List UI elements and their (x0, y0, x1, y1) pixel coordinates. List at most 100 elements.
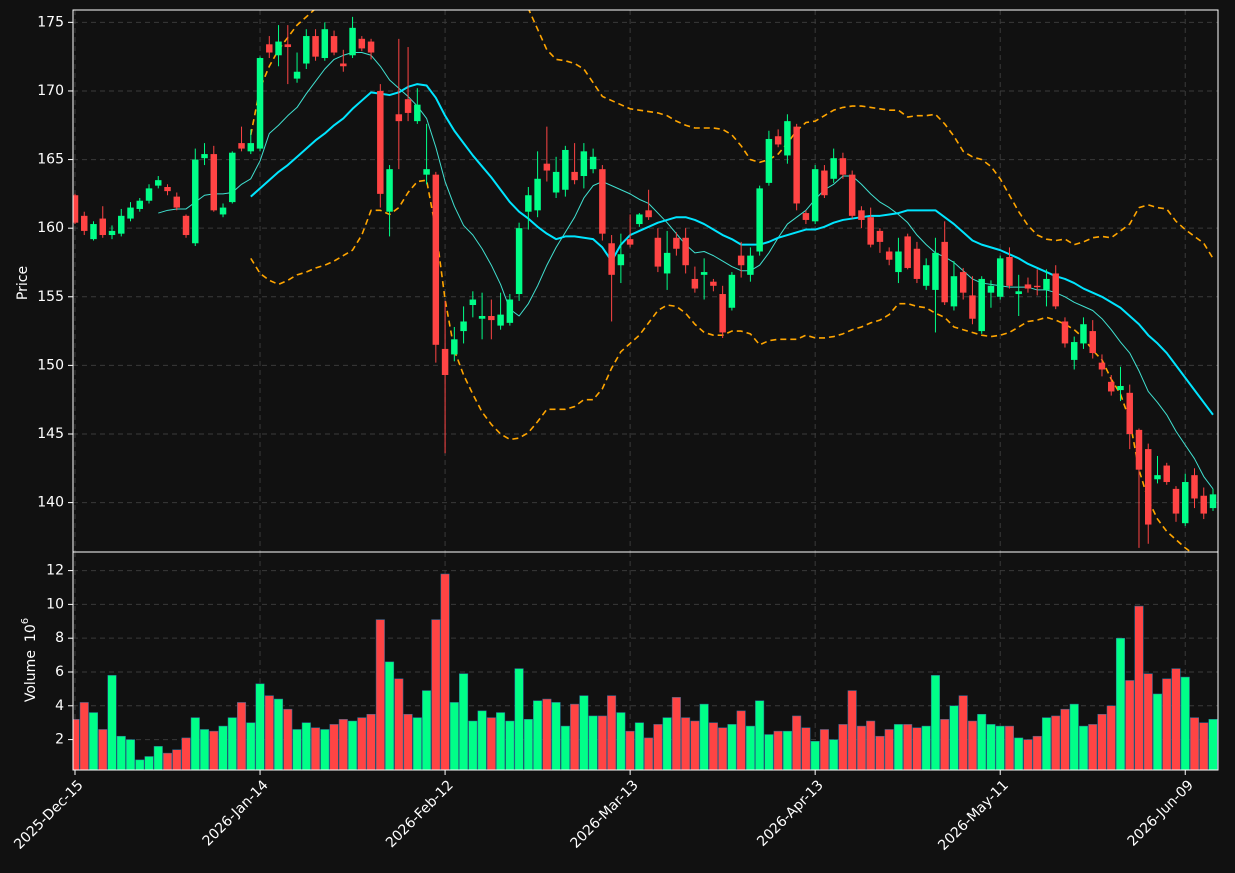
volume-bar (755, 700, 765, 770)
volume-bar (1041, 717, 1051, 770)
volume-bar (856, 725, 866, 770)
candle-body (996, 258, 1004, 297)
volume-bar (1023, 739, 1033, 770)
volume-bar (903, 724, 913, 770)
candle-body (682, 237, 689, 266)
volume-bar (921, 725, 931, 770)
volume-plot (73, 573, 1218, 770)
candle-body (821, 170, 828, 196)
candle-body (1182, 482, 1189, 524)
candle-body (284, 44, 292, 48)
volume-bar (505, 720, 515, 770)
volume-bar (1171, 668, 1181, 770)
candle-body (497, 314, 504, 326)
candle-body (386, 169, 393, 212)
candle-body (793, 126, 800, 204)
volume-bar (875, 735, 885, 770)
candle-body (478, 315, 486, 319)
candle-body (488, 315, 495, 321)
volume-bar (523, 719, 533, 770)
candle-body (839, 158, 847, 175)
candle-body (904, 236, 911, 268)
candle-body (534, 178, 541, 211)
volume-bar (949, 705, 959, 770)
volume-bar (1208, 719, 1218, 770)
volume-bar (301, 722, 311, 770)
volume-bar (1069, 703, 1079, 770)
volume-bar (1162, 678, 1172, 770)
volume-bar (468, 720, 478, 770)
volume-bar (1199, 722, 1209, 770)
candle-body (293, 71, 301, 79)
y-tick-label: 2 (55, 732, 64, 748)
candle-body (626, 239, 634, 245)
candle-body (784, 121, 791, 156)
candle-body (395, 114, 403, 122)
candle-body (1117, 385, 1124, 391)
y-tick-label: 165 (37, 152, 64, 168)
candle-body (1126, 392, 1133, 434)
candle-body (303, 36, 310, 64)
volume-bar (671, 697, 681, 770)
volume-bar (1051, 715, 1061, 770)
candle-body (238, 143, 245, 149)
candle-body (81, 215, 88, 231)
volume-bar (329, 724, 339, 770)
candle-body (451, 339, 458, 355)
volume-bar (773, 730, 783, 770)
volume-bar (727, 724, 737, 770)
candle-body (932, 252, 939, 290)
volume-bar (255, 683, 265, 770)
volume-bar (274, 698, 284, 770)
candle-body (1070, 342, 1078, 360)
volume-bar (1106, 705, 1116, 770)
volume-bar (1032, 735, 1042, 770)
volume-bar (1189, 717, 1200, 770)
volume-bar (792, 715, 802, 770)
candle-body (99, 218, 106, 236)
candle-body (950, 276, 958, 307)
volume-bar (533, 700, 543, 770)
candle-body (164, 187, 171, 192)
volume-bar (551, 702, 561, 770)
candle-body (802, 213, 810, 220)
candle-body (1191, 475, 1198, 499)
candle-body (201, 154, 208, 159)
volume-bar (699, 703, 709, 770)
candle-body (1089, 331, 1096, 354)
candle-body (608, 243, 615, 275)
candle-body (1043, 278, 1050, 290)
volume-scale-exponent: 6 (20, 618, 31, 624)
volume-bar (412, 717, 422, 770)
volume-bar (653, 724, 663, 770)
volume-bar (218, 725, 228, 770)
candle-body (571, 171, 578, 181)
candle-body (118, 215, 125, 234)
volume-bar (320, 729, 330, 770)
candle-body (515, 228, 523, 295)
volume-bar (1097, 713, 1107, 770)
volume-bar (514, 668, 524, 770)
candle-body (617, 254, 625, 266)
y-tick-label: 160 (37, 220, 64, 236)
candle-body (1006, 256, 1013, 286)
candle-body (1080, 324, 1087, 344)
candle-body (719, 294, 726, 333)
y-tick-label: 155 (37, 289, 64, 305)
volume-bar (163, 752, 173, 770)
volume-bar (1180, 676, 1190, 770)
volume-bar (283, 708, 293, 770)
candle-body (987, 285, 995, 293)
candle-body (136, 200, 144, 209)
volume-bar (1088, 724, 1098, 770)
candle-body (552, 171, 560, 193)
volume-bar (884, 729, 894, 770)
candle-body (663, 252, 671, 274)
volume-bar (708, 722, 718, 770)
volume-bar (126, 739, 136, 770)
y-tick-label: 150 (37, 357, 64, 373)
volume-bar (440, 573, 450, 770)
volume-bar (375, 619, 385, 770)
price-plot (73, 10, 1217, 552)
volume-bar (1115, 637, 1125, 770)
